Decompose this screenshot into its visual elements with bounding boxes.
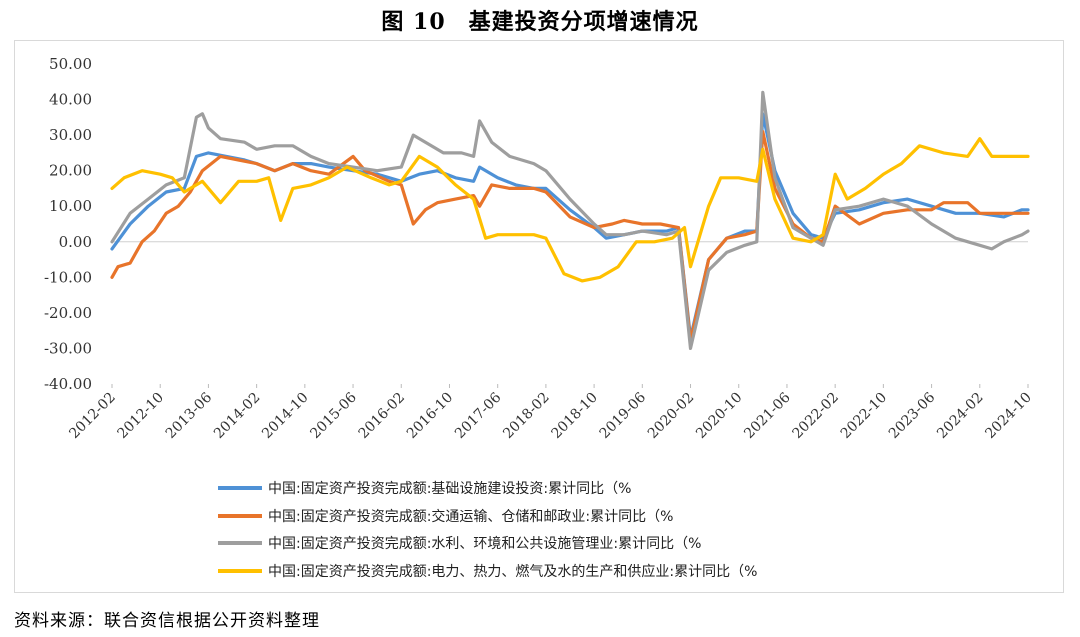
x-tick-label: 2018-02 — [500, 390, 552, 442]
y-tick-label: -10.00 — [44, 268, 92, 286]
x-tick-label: 2022-02 — [790, 390, 842, 442]
x-tick-label: 2018-10 — [548, 390, 600, 442]
x-tick-label: 2020-02 — [645, 390, 697, 442]
y-axis: 50.00 40.00 30.00 20.00 10.00 0.00 -10.00 -20.0… — [44, 55, 92, 393]
legend: 中国:固定资产投资完成额:基础设施建设投资:累计同比（% 中国:固定资产投资完成额… — [218, 480, 757, 580]
x-tick-label: 2020-10 — [693, 390, 745, 442]
x-tick-label: 2012-10 — [115, 390, 167, 442]
y-tick-label: 40.00 — [49, 91, 92, 109]
y-tick-label: 50.00 — [49, 55, 92, 73]
series-line-1 — [110, 112, 1030, 340]
y-tick-label: 10.00 — [49, 197, 92, 215]
legend-label-2: 中国:固定资产投资完成额:交通运输、仓储和邮政业:累计同比（% — [268, 508, 673, 525]
chart-frame — [14, 40, 1064, 593]
x-tick-label: 2023-06 — [886, 389, 939, 442]
x-tick-label: 2015-06 — [307, 389, 360, 442]
x-tick-label: 2014-10 — [259, 390, 311, 442]
series-line-3 — [110, 90, 1030, 350]
page-title: 图 10 基建投资分项增速情况 — [381, 9, 699, 35]
x-tick-label: 2014-02 — [211, 390, 263, 442]
x-tick-label: 2013-06 — [163, 389, 216, 442]
y-tick-label: -40.00 — [44, 375, 92, 393]
series-lines — [110, 90, 1030, 350]
x-axis: 2012-022012-102013-062014-022014-102015-… — [66, 384, 1035, 442]
y-tick-label: 20.00 — [49, 162, 92, 180]
x-tick-label: 2019-06 — [597, 389, 650, 442]
y-tick-label: 30.00 — [49, 126, 92, 144]
legend-label-3: 中国:固定资产投资完成额:水利、环境和公共设施管理业:累计同比（% — [268, 536, 701, 552]
x-tick-label: 2024-10 — [982, 390, 1034, 442]
y-tick-label: 0.00 — [59, 233, 92, 251]
y-tick-label: -30.00 — [44, 339, 92, 357]
legend-label-1: 中国:固定资产投资完成额:基础设施建设投资:累计同比（% — [268, 480, 631, 497]
y-tick-label: -20.00 — [44, 304, 92, 322]
source-note: 资料来源：联合资信根据公开资料整理 — [14, 611, 320, 631]
series-line-2 — [110, 130, 1030, 343]
x-tick-label: 2012-02 — [66, 390, 118, 442]
x-tick-label: 2024-02 — [934, 390, 986, 442]
legend-label-4: 中国:固定资产投资完成额:电力、热力、燃气及水的生产和供应业:累计同比（% — [268, 563, 757, 580]
x-tick-label: 2016-10 — [404, 390, 456, 442]
series-line-4 — [110, 137, 1030, 283]
x-tick-label: 2022-10 — [838, 390, 890, 442]
x-tick-label: 2016-02 — [356, 390, 408, 442]
x-tick-label: 2017-06 — [452, 389, 505, 442]
x-tick-label: 2021-06 — [741, 389, 794, 442]
